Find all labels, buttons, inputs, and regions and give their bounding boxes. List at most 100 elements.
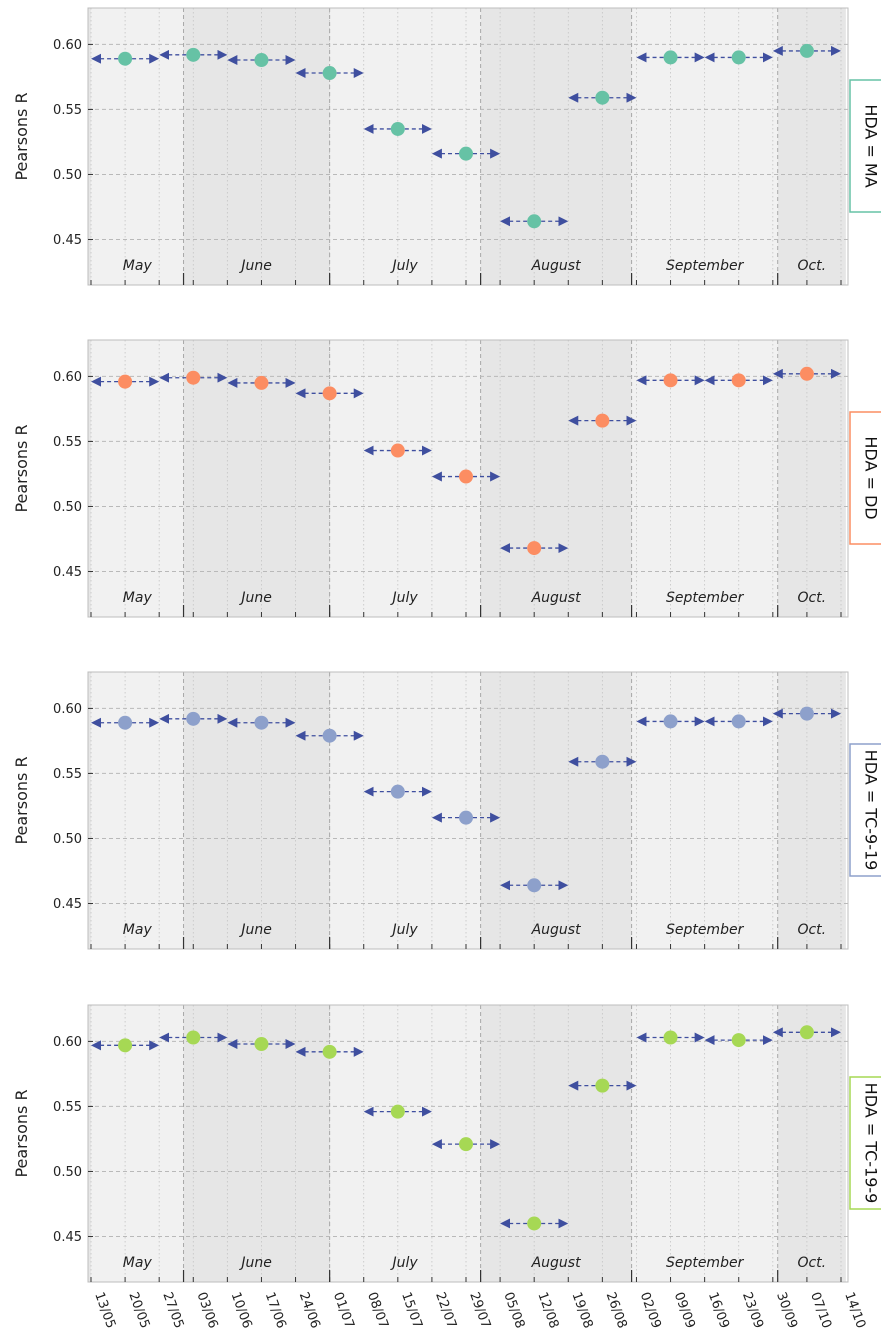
data-point: [527, 214, 542, 229]
data-point: [799, 43, 814, 58]
data-point: [118, 715, 133, 730]
data-point: [663, 1030, 678, 1045]
y-tick-label: 0.50: [53, 500, 82, 515]
month-label: May: [123, 922, 153, 938]
month-label: September: [666, 590, 745, 606]
y-tick-label: 0.45: [53, 233, 82, 248]
x-tick-label: 20/05: [125, 1290, 152, 1330]
facet-box: [849, 79, 881, 213]
x-tick-label: 22/07: [432, 1290, 459, 1330]
facet-label: HDA = TC-19-9: [862, 1083, 881, 1204]
x-tick-label: 10/06: [228, 1290, 255, 1330]
month-band: [480, 8, 632, 285]
facet-label: HDA = MA: [862, 104, 881, 187]
month-label: July: [390, 258, 419, 274]
data-point: [459, 469, 473, 484]
month-label: May: [123, 590, 153, 606]
y-axis-label: Pearsons R: [12, 424, 31, 512]
data-point: [663, 50, 678, 65]
month-band: [631, 1005, 778, 1282]
data-point: [118, 1038, 133, 1053]
month-label: July: [390, 590, 419, 606]
month-label: August: [531, 1255, 582, 1271]
month-label: August: [531, 590, 582, 606]
month-label: July: [390, 922, 419, 938]
data-point: [186, 1030, 201, 1045]
data-point: [799, 366, 814, 381]
y-tick-label: 0.55: [53, 767, 82, 782]
x-tick-label: 26/08: [603, 1290, 630, 1330]
y-tick-label: 0.45: [53, 565, 82, 580]
month-band: [91, 340, 184, 617]
data-point: [595, 1078, 610, 1093]
data-point: [595, 413, 610, 428]
month-band: [480, 672, 632, 949]
x-tick-label: 16/09: [705, 1290, 732, 1330]
data-point: [254, 1037, 269, 1052]
data-point: [799, 1025, 814, 1040]
month-band: [777, 1005, 846, 1282]
data-point: [254, 375, 269, 390]
month-label: September: [666, 258, 745, 274]
data-point: [322, 728, 337, 743]
panel-4: 0.45 0.50 0.55 0.60 Pearsons R May June July Aug…: [12, 1004, 881, 1283]
y-tick-label: 0.45: [53, 1230, 82, 1245]
data-point: [390, 443, 405, 458]
facet-box: [849, 411, 881, 545]
data-point: [595, 90, 610, 105]
data-point: [799, 706, 814, 721]
month-band: [329, 1005, 481, 1282]
y-tick-label: 0.60: [53, 370, 82, 385]
month-label: September: [666, 1255, 745, 1271]
y-axis-label: Pearsons R: [12, 756, 31, 844]
facet-box: [849, 743, 881, 877]
x-tick-label: 08/07: [364, 1290, 391, 1330]
facet-label: HDA = TC-9-19: [862, 750, 881, 871]
y-axis-label: Pearsons R: [12, 92, 31, 180]
x-tick-label: 01/07: [330, 1290, 357, 1330]
y-tick-label: 0.55: [53, 435, 82, 450]
month-band: [91, 1005, 184, 1282]
data-point: [459, 146, 473, 161]
data-point: [390, 1104, 405, 1119]
data-point: [254, 715, 269, 730]
data-point: [459, 1137, 473, 1152]
data-point: [186, 711, 201, 726]
month-band: [480, 340, 632, 617]
plot-frame: [87, 339, 849, 618]
month-label: May: [123, 1255, 153, 1271]
month-label: June: [238, 258, 272, 274]
month-label: June: [238, 922, 272, 938]
data-point: [731, 714, 746, 729]
month-band: [329, 672, 481, 949]
month-label: September: [666, 922, 745, 938]
x-tick-label: 24/06: [296, 1290, 323, 1330]
month-band: [91, 672, 184, 949]
x-tick-label: 29/07: [466, 1290, 493, 1330]
data-point: [731, 1033, 746, 1048]
month-band: [88, 8, 91, 285]
month-label: May: [123, 258, 153, 274]
x-tick-label: 30/09: [773, 1290, 800, 1330]
data-point: [322, 66, 337, 81]
month-band: [631, 672, 778, 949]
month-label: Oct.: [797, 1255, 826, 1271]
month-label: July: [390, 1255, 419, 1271]
data-point: [731, 373, 746, 388]
month-band: [88, 340, 91, 617]
month-label: June: [238, 590, 272, 606]
month-band: [777, 340, 846, 617]
x-tick-label: 03/06: [194, 1290, 221, 1330]
y-tick-label: 0.55: [53, 1100, 82, 1115]
month-label: Oct.: [797, 922, 826, 938]
facet-box: [849, 1076, 881, 1210]
x-tick-label: 07/10: [807, 1290, 834, 1330]
data-point: [459, 810, 473, 825]
plot-frame: [87, 1004, 849, 1283]
month-band: [88, 672, 91, 949]
data-point: [527, 878, 542, 893]
x-tick-label: 27/05: [159, 1290, 186, 1330]
data-point: [663, 714, 678, 729]
y-tick-label: 0.50: [53, 1165, 82, 1180]
panel-1: 0.45 0.50 0.55 0.60 Pearsons R May June July Aug…: [12, 7, 881, 286]
